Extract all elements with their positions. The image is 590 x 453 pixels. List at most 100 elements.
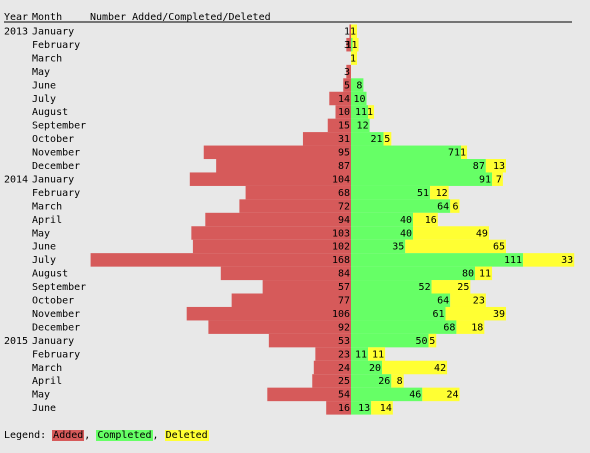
label-added: 53 bbox=[338, 336, 350, 347]
bar-deleted bbox=[383, 132, 392, 146]
bar-added bbox=[208, 320, 351, 334]
bar-completed bbox=[351, 78, 364, 92]
label-completed: 80 bbox=[462, 269, 474, 280]
label-added: 15 bbox=[338, 121, 350, 132]
bar-deleted bbox=[368, 105, 375, 119]
label-deleted: 13 bbox=[493, 161, 505, 172]
label-deleted: 7 bbox=[496, 174, 502, 185]
month-label: March bbox=[32, 363, 62, 374]
month-label: November bbox=[32, 309, 80, 320]
label-deleted: 8 bbox=[397, 376, 403, 387]
label-added: 168 bbox=[332, 255, 350, 266]
label-added: 106 bbox=[332, 309, 350, 320]
label-deleted: 1 bbox=[350, 53, 356, 64]
bar-completed bbox=[351, 226, 413, 240]
bar-completed bbox=[351, 212, 413, 227]
bar-added bbox=[205, 212, 351, 227]
bar-added bbox=[191, 226, 351, 240]
month-label: March bbox=[32, 201, 62, 212]
bar-completed bbox=[351, 105, 369, 119]
bar-completed bbox=[351, 266, 475, 281]
label-added: 103 bbox=[332, 228, 350, 239]
month-label: October bbox=[32, 134, 74, 145]
legend: Legend: Added, Completed, Deleted bbox=[4, 430, 209, 442]
legend-prefix: Legend: bbox=[4, 430, 53, 441]
label-completed: 11 bbox=[355, 349, 367, 360]
label-added: 77 bbox=[338, 296, 350, 307]
bar-deleted bbox=[445, 306, 506, 321]
bar-completed bbox=[351, 145, 462, 160]
label-completed: 21 bbox=[371, 134, 383, 145]
header-series: Number Added/Completed/Deleted bbox=[90, 12, 271, 23]
bar-deleted bbox=[450, 199, 460, 213]
month-label: May bbox=[32, 67, 50, 78]
label-added: 94 bbox=[338, 215, 350, 226]
label-completed: 111 bbox=[504, 255, 522, 266]
label-deleted: 11 bbox=[479, 269, 491, 280]
bar-completed bbox=[351, 253, 524, 267]
label-completed: 11 bbox=[355, 107, 367, 118]
bar-added bbox=[346, 37, 351, 52]
bar-added bbox=[186, 306, 351, 321]
bar-added bbox=[262, 280, 351, 294]
bar-added bbox=[346, 64, 351, 79]
label-completed: 1 bbox=[346, 40, 352, 51]
label-added: 10 bbox=[338, 107, 350, 118]
month-label: January bbox=[32, 336, 74, 347]
bar-deleted bbox=[492, 172, 503, 186]
bar-deleted bbox=[391, 374, 404, 388]
bar-deleted bbox=[413, 226, 489, 240]
bar-completed bbox=[351, 185, 431, 200]
bar-completed bbox=[351, 239, 406, 254]
label-completed: 35 bbox=[392, 242, 404, 253]
month-label: May bbox=[32, 228, 50, 239]
label-deleted: 25 bbox=[457, 282, 469, 293]
month-label: August bbox=[32, 107, 68, 118]
bar-completed bbox=[351, 118, 370, 133]
label-added: 102 bbox=[332, 242, 350, 253]
bar-completed bbox=[351, 347, 369, 361]
bar-added bbox=[343, 78, 351, 92]
bar-completed bbox=[351, 320, 457, 334]
label-added: 31 bbox=[338, 134, 350, 145]
bar-added bbox=[302, 132, 351, 146]
label-deleted: 6 bbox=[452, 201, 458, 212]
label-completed: 71 bbox=[448, 148, 460, 159]
bar-deleted bbox=[413, 212, 438, 227]
label-added: 68 bbox=[338, 188, 350, 199]
month-label: November bbox=[32, 148, 80, 159]
label-completed: 61 bbox=[433, 309, 445, 320]
bar-deleted bbox=[382, 360, 448, 375]
label-deleted: 33 bbox=[561, 255, 573, 266]
label-completed: 52 bbox=[419, 282, 431, 293]
month-label: June bbox=[32, 242, 56, 253]
bar-added bbox=[267, 387, 351, 402]
bar-deleted bbox=[461, 145, 468, 160]
month-label: May bbox=[32, 390, 50, 401]
bar-deleted bbox=[431, 280, 471, 294]
bar-deleted bbox=[351, 24, 357, 38]
label-deleted: 1 bbox=[350, 27, 356, 38]
month-label: July bbox=[32, 255, 56, 266]
label-added: 104 bbox=[332, 174, 350, 185]
label-completed: 40 bbox=[400, 228, 412, 239]
bar-deleted bbox=[351, 51, 357, 65]
label-added: 3 bbox=[344, 67, 350, 78]
month-label: July bbox=[32, 94, 56, 105]
bar-deleted bbox=[523, 253, 575, 267]
label-added: 3 bbox=[344, 40, 350, 51]
bar-completed bbox=[351, 374, 392, 388]
month-label: April bbox=[32, 376, 62, 387]
label-completed: 26 bbox=[378, 376, 390, 387]
label-deleted: 14 bbox=[380, 403, 392, 414]
label-deleted: 1 bbox=[367, 107, 373, 118]
label-completed: 20 bbox=[369, 363, 381, 374]
label-added: 57 bbox=[338, 282, 350, 293]
label-completed: 68 bbox=[443, 322, 455, 333]
label-deleted: 11 bbox=[372, 349, 384, 360]
label-completed: 64 bbox=[437, 201, 449, 212]
label-completed: 12 bbox=[357, 121, 369, 132]
label-added: 23 bbox=[338, 349, 350, 360]
label-deleted: 5 bbox=[429, 336, 435, 347]
